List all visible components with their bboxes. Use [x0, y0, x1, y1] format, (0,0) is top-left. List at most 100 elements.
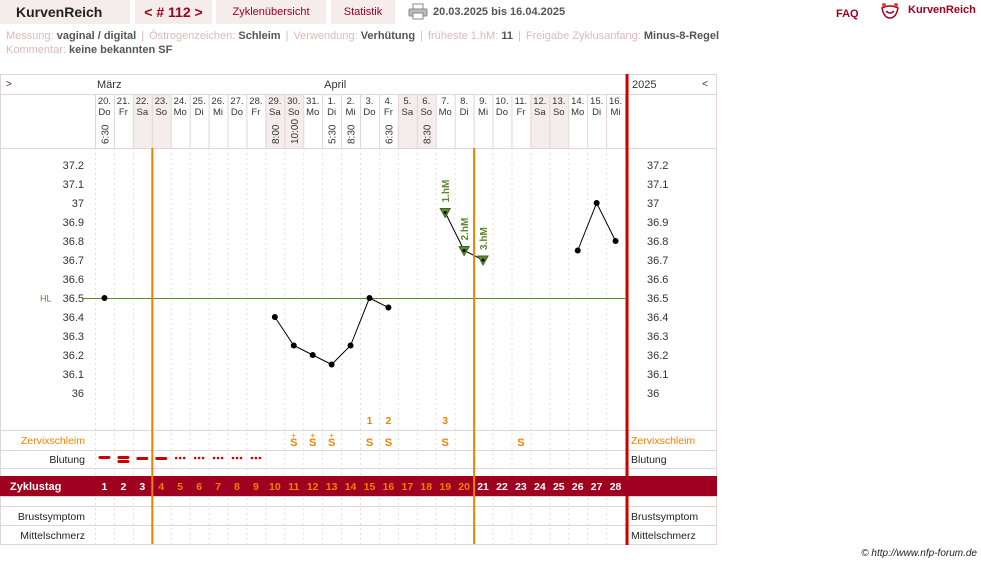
collapse-left-button[interactable]: > — [6, 79, 12, 90]
temperature-point — [462, 249, 466, 252]
day-date: 10. — [495, 96, 508, 107]
breast-row-label: Brustsymptom — [18, 511, 85, 523]
day-weekday: Fr — [516, 107, 525, 118]
mucus-symbol: S — [385, 437, 392, 449]
day-date: 3. — [366, 96, 374, 107]
temperature-point — [574, 247, 581, 254]
day-weekday: Sa — [137, 107, 149, 118]
print-icon[interactable] — [408, 3, 428, 20]
month-label: April — [324, 79, 346, 91]
cycle-chart: > <2025 März April 20. Do 6:30 21. Fr 22. Sa 23. So 2… — [0, 74, 717, 545]
cycle-day-number: 19 — [439, 481, 451, 493]
cycle-day-bar — [0, 476, 717, 496]
day-weekday: Fr — [384, 107, 393, 118]
month-label: März — [97, 79, 121, 91]
usage-value: Verhütung — [360, 30, 416, 42]
day-date: 14. — [571, 96, 584, 107]
mucus-row-label-right: Zervixschleim — [631, 435, 695, 447]
cycle-navigator[interactable]: < # 112 > — [135, 0, 212, 24]
logo-text[interactable]: KurvenReich — [908, 4, 976, 16]
day-date: 15. — [590, 96, 603, 107]
bleeding-mark — [231, 456, 235, 460]
mucus-symbol: S — [366, 437, 373, 449]
y-tick-right: 37 — [647, 198, 659, 210]
y-tick-right: 36.2 — [647, 350, 668, 362]
cycle-day-number: 10 — [269, 481, 281, 493]
cycle-day-number: 14 — [345, 481, 357, 493]
cycle-day-number: 12 — [307, 481, 319, 493]
kurvenreich-logo-icon[interactable] — [880, 2, 900, 20]
measurement-time: 10:00 — [290, 119, 301, 144]
mittelschmerz-row-label: Mittelschmerz — [20, 530, 85, 542]
day-weekday: So — [553, 107, 565, 118]
cycle-day-number: 24 — [534, 481, 546, 493]
bleeding-mark — [117, 456, 130, 459]
collapse-right-button[interactable]: < — [702, 79, 708, 90]
y-tick-left: 36 — [72, 388, 84, 400]
bleeding-mark — [258, 456, 262, 460]
mittelschmerz-row-label-right: Mittelschmerz — [631, 530, 696, 542]
day-date: 8. — [460, 96, 468, 107]
day-date: 7. — [441, 96, 449, 107]
comment-line: Kommentar: keine bekannten SF — [6, 44, 172, 57]
estrogen-label: Östrogenzeichen: — [149, 30, 236, 42]
comment-label: Kommentar: — [6, 44, 66, 56]
day-weekday: Sa — [534, 107, 546, 118]
day-weekday: Mo — [439, 107, 452, 118]
faq-link[interactable]: FAQ — [836, 8, 859, 20]
mucus-plus-mark: + — [310, 431, 315, 440]
cycle-day-number: 4 — [158, 481, 164, 493]
day-date: 16. — [609, 96, 622, 107]
temperature-point — [290, 342, 297, 349]
day-weekday: Do — [98, 107, 110, 118]
copyright: © http://www.nfp-forum.de — [861, 548, 977, 559]
cycle-day-number: 3 — [139, 481, 145, 493]
day-date: 24. — [174, 96, 187, 107]
y-tick-left: 36.7 — [63, 255, 84, 267]
day-date: 12. — [533, 96, 546, 107]
bleeding-row-label-right: Blutung — [631, 454, 667, 466]
measurement-time: 6:30 — [384, 124, 395, 144]
y-tick-right: 36 — [647, 388, 659, 400]
y-tick-left: 36.9 — [63, 217, 84, 229]
mucus-symbol: S — [328, 437, 335, 449]
weekend-shade — [549, 94, 569, 148]
year-label: 2025 — [632, 79, 656, 91]
y-tick-right: 36.6 — [647, 274, 668, 286]
day-weekday: Fr — [119, 107, 128, 118]
mucus-count-label: 3 — [442, 416, 448, 427]
temperature-point — [271, 314, 278, 320]
brand-title[interactable]: KurvenReich — [0, 0, 130, 24]
mucus-count-label: 1 — [367, 416, 373, 427]
comment-value: keine bekannten SF — [68, 44, 173, 56]
y-tick-left: 36.6 — [63, 274, 84, 286]
measurement-label: Messung: — [6, 30, 54, 42]
day-weekday: Mi — [611, 107, 621, 118]
weekend-shade — [265, 94, 285, 148]
cycle-day-number: 17 — [402, 481, 414, 493]
bleeding-mark — [250, 456, 254, 460]
measurement-value: vaginal / digital — [56, 30, 137, 42]
mucus-plus-mark: + — [329, 431, 334, 440]
y-tick-right: 36.5 — [647, 293, 668, 305]
day-weekday: Sa — [402, 107, 414, 118]
day-date: 22. — [136, 96, 149, 107]
measurement-time: 8:30 — [422, 124, 433, 144]
cycle-overview-link[interactable]: Zyklenübersicht — [216, 0, 326, 24]
temperature-point — [309, 352, 316, 358]
day-weekday: Di — [195, 107, 204, 118]
hl-label: HL — [40, 294, 52, 304]
bleeding-mark — [235, 456, 239, 460]
bleeding-mark — [182, 456, 186, 460]
measurement-time: 5:30 — [328, 124, 339, 144]
day-date: 1. — [328, 96, 336, 107]
y-tick-left: 36.5 — [63, 293, 84, 305]
day-date: 21. — [117, 96, 130, 107]
statistics-link[interactable]: Statistik — [331, 0, 395, 24]
bleeding-mark — [174, 456, 178, 460]
weekend-shade — [284, 94, 304, 148]
temperature-point — [443, 211, 447, 214]
y-tick-left: 37.2 — [63, 160, 84, 172]
cycle-day-number: 7 — [215, 481, 221, 493]
